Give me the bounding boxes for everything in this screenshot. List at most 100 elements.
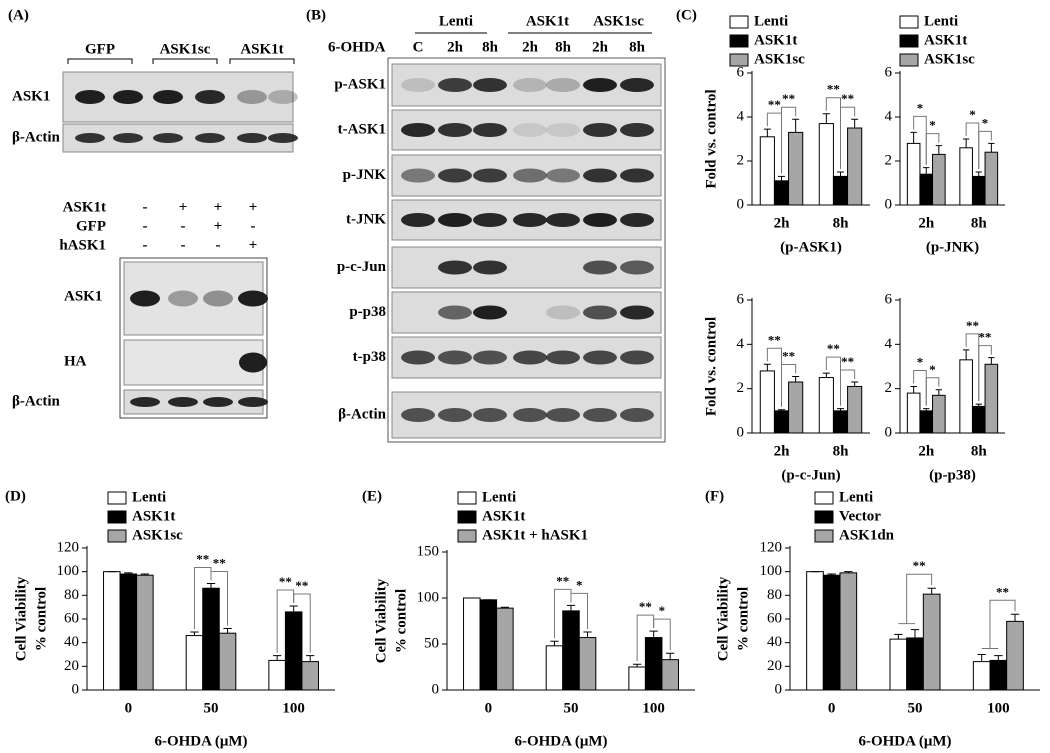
y-tick-label: 60	[64, 610, 79, 626]
legend-swatch	[899, 15, 919, 29]
x-axis-label: (p-ASK1)	[780, 239, 842, 255]
row-label: p-JNK	[343, 167, 387, 183]
condition-mark: -	[181, 237, 186, 253]
group-label: ASK1t	[240, 41, 283, 57]
legend-swatch	[814, 529, 834, 543]
error-bar	[836, 171, 845, 177]
error-bar	[923, 408, 930, 411]
band	[620, 305, 654, 320]
significance-label: **	[966, 318, 979, 333]
lane-label: 8h	[482, 39, 499, 55]
error-bar	[844, 571, 853, 573]
significance-label: *	[659, 603, 666, 618]
band	[438, 123, 472, 137]
bar	[972, 661, 991, 691]
significance-label: **	[913, 558, 926, 573]
band	[583, 350, 617, 365]
significance-bracket	[978, 130, 992, 169]
y-tick-label: 6	[885, 291, 893, 307]
x-tick-label: 50	[204, 700, 219, 716]
band	[238, 397, 268, 407]
band	[438, 213, 472, 227]
x-tick-label: 2h	[918, 443, 935, 459]
bar	[818, 377, 834, 434]
band	[168, 397, 198, 407]
bar	[889, 638, 908, 691]
y-tick-label: 20	[64, 658, 79, 674]
error-bar	[500, 606, 509, 609]
band	[113, 133, 143, 143]
error-bar	[583, 631, 592, 638]
row-label: t-p38	[353, 349, 386, 365]
bar	[818, 123, 834, 206]
legend-label: Lenti	[132, 489, 166, 505]
y-tick-label: 40	[767, 634, 782, 650]
y-tick-label: 100	[57, 563, 80, 579]
band	[513, 213, 547, 227]
significance-label: **	[996, 584, 1009, 599]
band	[153, 133, 183, 143]
legend-label: ASK1t	[754, 32, 797, 48]
x-tick-label: 50	[908, 700, 923, 716]
significance-label: **	[827, 341, 840, 356]
bar	[847, 385, 863, 434]
y-tick-label: 20	[767, 658, 782, 674]
bar	[545, 645, 564, 691]
error-bar	[822, 372, 830, 378]
row-label: ASK1	[64, 288, 102, 304]
legend-label: Lenti	[482, 489, 516, 505]
y-tick-label: 0	[737, 196, 745, 212]
bar	[1006, 620, 1024, 691]
significance-label: *	[929, 362, 936, 377]
row-label: p-ASK1	[334, 76, 386, 92]
significance-label: **	[768, 97, 781, 112]
band	[438, 260, 472, 275]
bar	[806, 571, 824, 691]
band	[473, 350, 507, 365]
band	[473, 213, 507, 227]
group-label: Lenti	[439, 13, 473, 29]
significance-bracket	[653, 618, 671, 651]
panel-label: (B)	[306, 7, 326, 23]
condition-mark: +	[249, 237, 258, 253]
bar	[984, 363, 999, 434]
condition-mark: +	[249, 199, 258, 215]
x-tick-label: 0	[485, 700, 493, 716]
condition-label: hASK1	[59, 237, 106, 253]
band	[513, 123, 547, 137]
row-label: ASK1	[12, 88, 50, 104]
x-tick-label: 8h	[833, 443, 850, 459]
error-bar	[988, 357, 995, 365]
band	[237, 133, 267, 143]
error-bar	[273, 655, 282, 661]
band	[438, 305, 472, 320]
error-bar	[836, 408, 845, 411]
legend-label: ASK1sc	[754, 51, 805, 67]
band	[438, 408, 472, 422]
error-bar	[927, 587, 936, 595]
band	[438, 168, 472, 183]
x-tick-label: 8h	[833, 215, 850, 231]
error-bar	[851, 118, 859, 128]
legend-label: ASK1t	[132, 508, 175, 524]
band	[583, 168, 617, 183]
y-tick-label: 0	[885, 424, 893, 440]
y-tick-label: 4	[737, 108, 745, 124]
error-bar	[124, 572, 133, 575]
band	[438, 78, 472, 92]
legend-label: Vector	[839, 508, 881, 524]
lane-label: 8h	[555, 39, 572, 55]
y-tick-label: 0	[885, 196, 893, 212]
legend-swatch	[729, 53, 749, 67]
significance-label: **	[556, 573, 569, 588]
significance-bracket	[925, 377, 940, 406]
bar	[759, 136, 775, 206]
error-bar	[851, 381, 859, 387]
error-bar	[792, 118, 800, 133]
bar	[788, 381, 804, 434]
legend-label: ASK1sc	[924, 51, 975, 67]
band	[583, 408, 617, 422]
band	[203, 397, 233, 407]
bar	[922, 593, 941, 691]
condition-mark: -	[143, 199, 148, 215]
